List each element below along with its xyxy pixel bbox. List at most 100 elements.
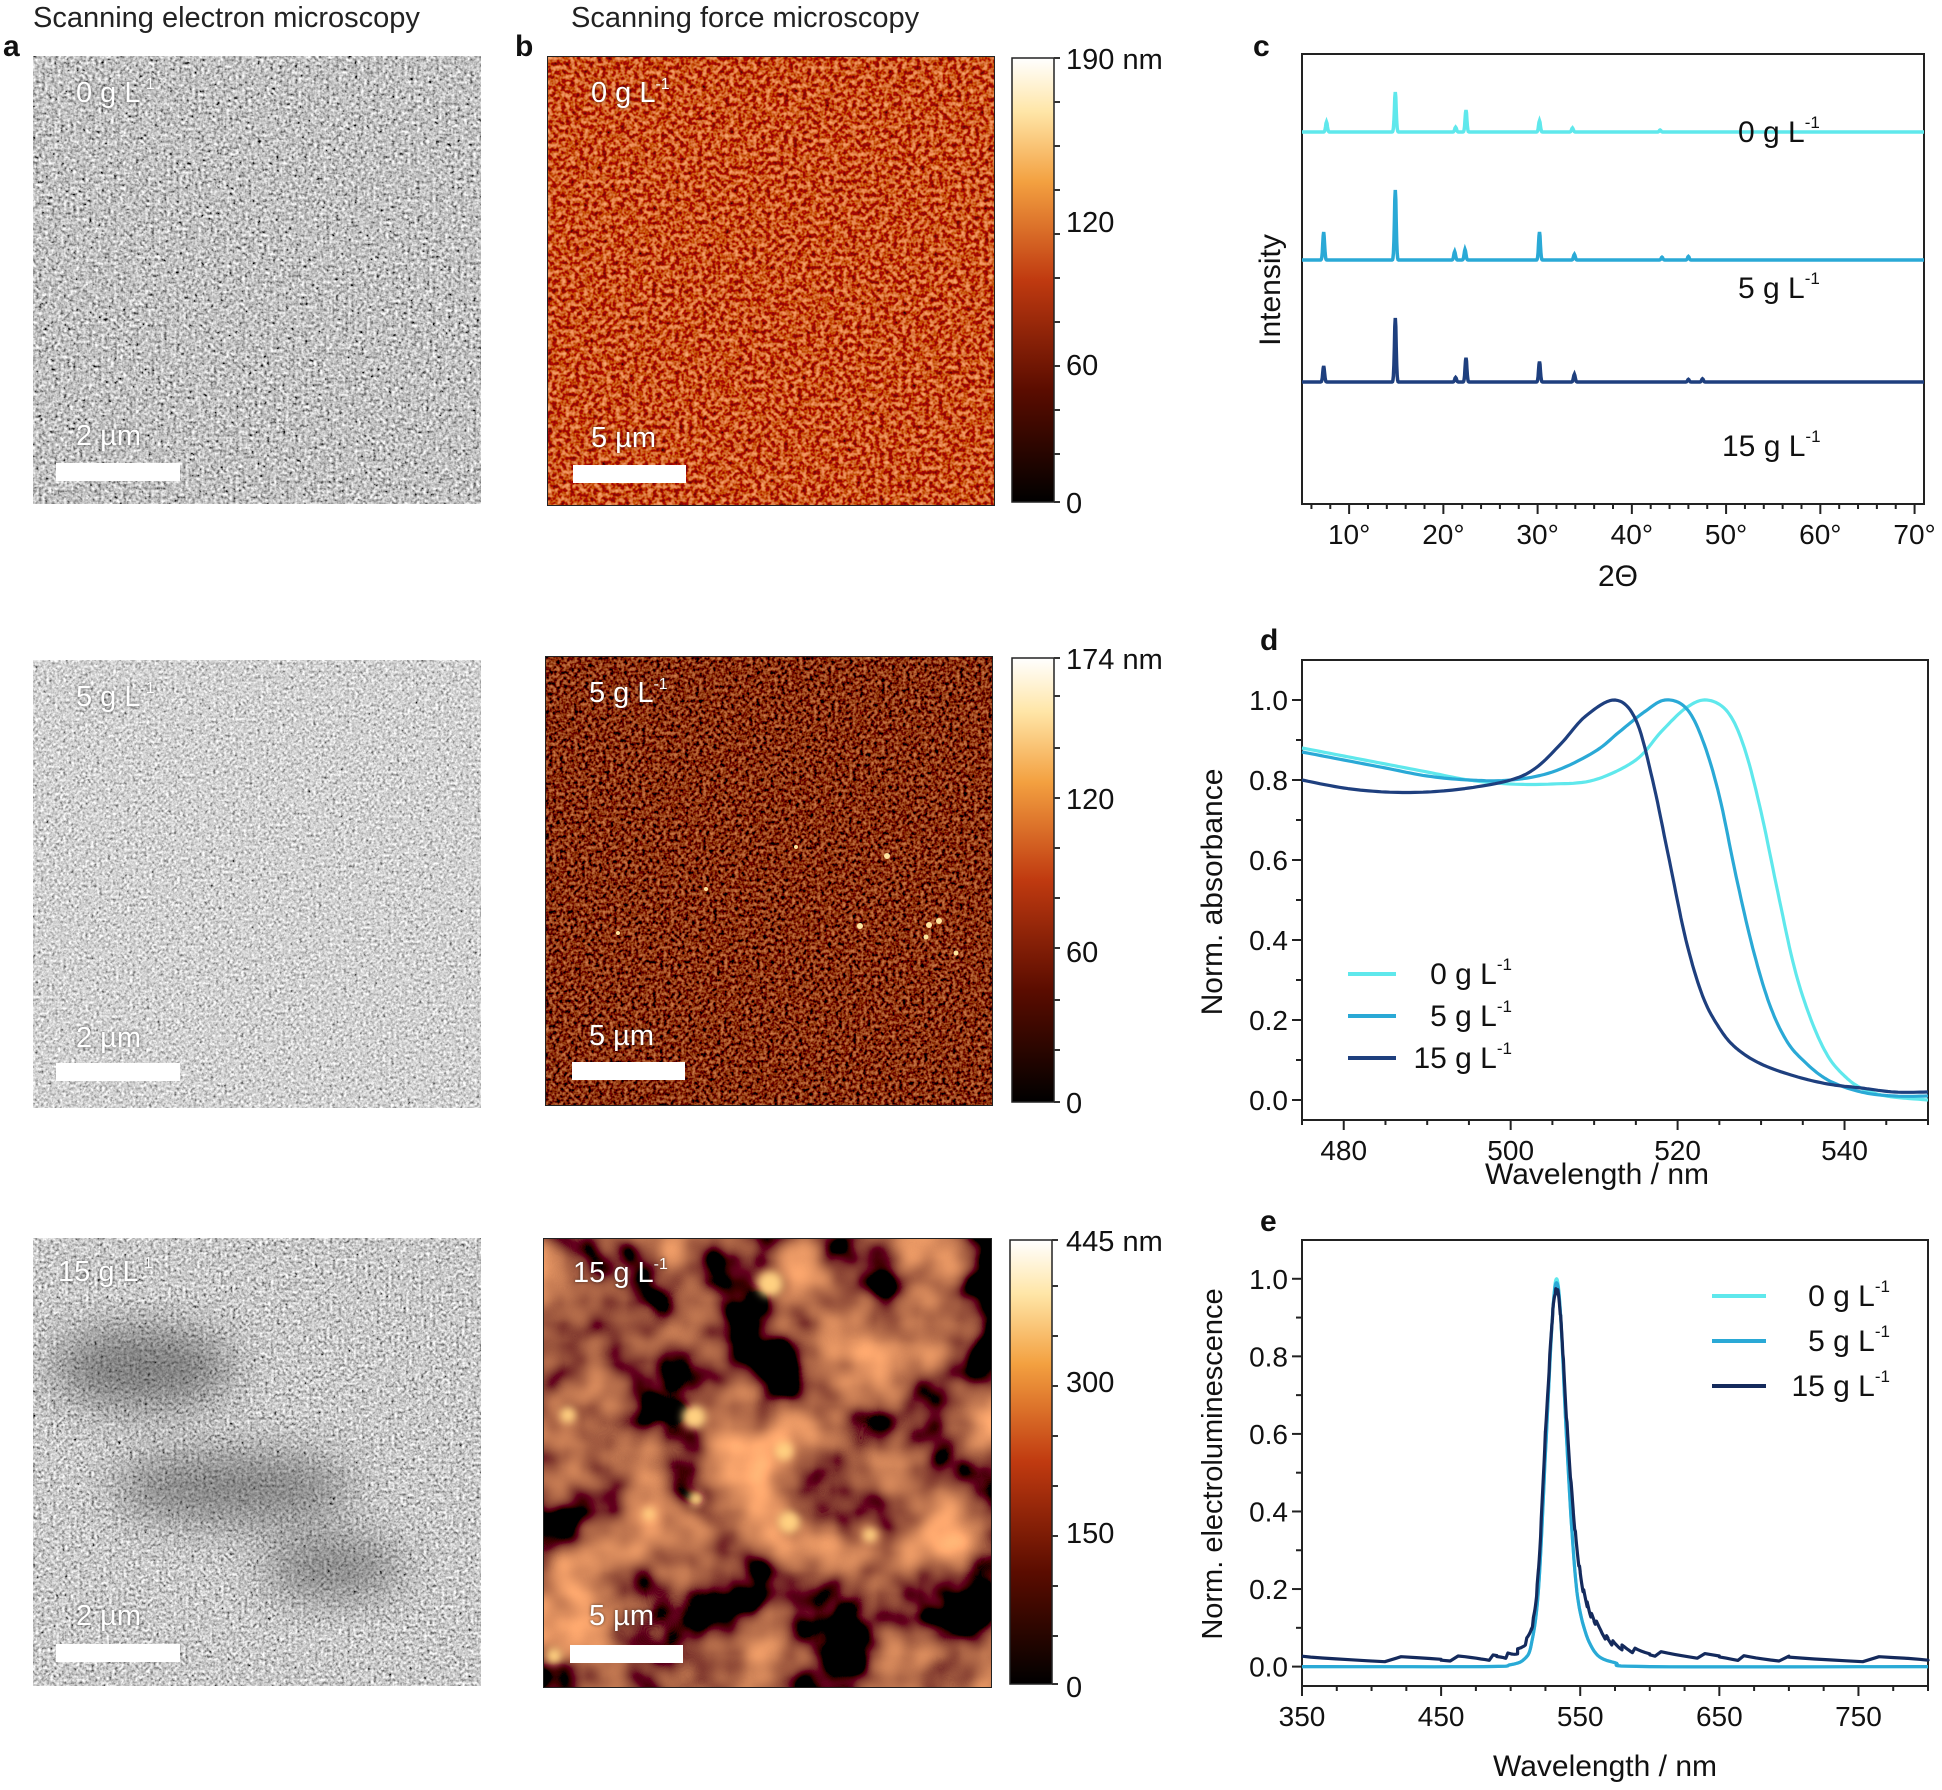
y-tick-label: 1.0 <box>1249 1264 1288 1295</box>
xrd-series-line <box>1302 189 1924 262</box>
sfm-scale-bar-15 <box>570 1645 683 1663</box>
y-tick-label: 0.6 <box>1249 845 1288 876</box>
colorbar-0-tick: 120 <box>1066 207 1115 239</box>
sem-concentration-label-0: 0 g L-1 <box>76 76 155 109</box>
panel-letter-d: d <box>1260 624 1279 657</box>
legend-label: 15 g L-1 <box>1413 1039 1512 1075</box>
x-tick-label: 40° <box>1611 519 1653 550</box>
y-tick-label: 0.8 <box>1249 1341 1288 1372</box>
sfm-concentration-label-0: 0 g L-1 <box>591 76 670 109</box>
x-tick-label: 520 <box>1654 1135 1701 1166</box>
x-tick-label: 20° <box>1422 519 1464 550</box>
sem-concentration-label-15: 15 g L-1 <box>58 1255 153 1288</box>
colorbar-15 <box>1009 1239 1058 1685</box>
x-tick-label: 30° <box>1516 519 1558 550</box>
colorbar-0-max: 190 nm <box>1066 44 1163 76</box>
sfm-scale-label-0: 5 µm <box>591 422 657 454</box>
panel-letter-c: c <box>1253 30 1270 63</box>
panel-letter-b: b <box>515 30 534 63</box>
y-tick-label: 0.0 <box>1249 1085 1288 1116</box>
y-tick-label: 0.4 <box>1249 925 1288 956</box>
x-tick-label: 10° <box>1328 519 1370 550</box>
sem-scale-bar-15 <box>56 1644 180 1662</box>
sfm-image-5 <box>545 656 993 1106</box>
sfm-scale-bar-0 <box>573 465 686 483</box>
colorbar-15-tick: 0 <box>1066 1672 1083 1704</box>
electroluminescence-chart: 0.0 0.2 0.4 0.6 0.8 1.0 350 450 550 650 750 Norm. … <box>1197 1239 1930 1783</box>
y-tick-label: 0.8 <box>1249 765 1288 796</box>
x-axis-label: Wavelength / nm <box>1493 1750 1717 1783</box>
colorbar-15-tick: 150 <box>1066 1518 1115 1550</box>
sfm-scale-label-5: 5 µm <box>589 1020 655 1052</box>
absorbance-chart: 0.0 0.2 0.4 0.6 0.8 1.0 480 500 520 540 Norm. abs… <box>1196 659 1929 1191</box>
series-line <box>1302 1281 1928 1669</box>
sem-image-5 <box>33 660 481 1108</box>
sfm-image-0 <box>547 56 995 506</box>
x-tick-label: 550 <box>1557 1701 1604 1732</box>
panel-letter-a: a <box>3 30 20 63</box>
x-tick-label: 480 <box>1320 1135 1367 1166</box>
y-tick-label: 0.6 <box>1249 1419 1288 1450</box>
y-tick-label: 0.2 <box>1249 1005 1288 1036</box>
xrd-series-line <box>1302 91 1924 134</box>
x-tick-label: 50° <box>1705 519 1747 550</box>
series-line <box>1301 1287 1930 1664</box>
colorbar-15-tick: 300 <box>1066 1367 1115 1399</box>
sfm-concentration-label-5: 5 g L-1 <box>589 676 668 709</box>
sem-scale-label-0: 2 µm <box>76 420 142 452</box>
colorbar-5-max: 174 nm <box>1066 644 1163 676</box>
x-tick-label: 540 <box>1821 1135 1868 1166</box>
colorbar-5-tick: 0 <box>1066 1088 1083 1120</box>
x-tick-label: 750 <box>1835 1701 1882 1732</box>
colorbar-0-tick: 0 <box>1066 488 1083 520</box>
xrd-series-line <box>1302 317 1924 384</box>
y-tick-label: 1.0 <box>1249 685 1288 716</box>
sfm-scale-label-15: 5 µm <box>589 1600 655 1632</box>
colorbar-5-tick: 60 <box>1066 937 1099 969</box>
sem-scale-bar-5 <box>56 1063 180 1081</box>
y-tick-label: 0.0 <box>1249 1652 1288 1683</box>
legend-label: 15 g L-1 <box>1791 1367 1890 1403</box>
legend-label: 0 g L-1 <box>1808 1277 1890 1313</box>
x-tick-label: 650 <box>1696 1701 1743 1732</box>
sem-scale-label-15: 2 µm <box>76 1600 142 1632</box>
sfm-scale-bar-5 <box>572 1062 685 1080</box>
y-tick-label: 0.4 <box>1249 1496 1288 1527</box>
legend-label: 5 g L-1 <box>1808 1322 1890 1358</box>
sfm-header: Scanning force microscopy <box>571 2 920 34</box>
sem-scale-label-5: 2 µm <box>76 1022 142 1054</box>
colorbar-5-tick: 120 <box>1066 784 1115 816</box>
plot-frame <box>1301 659 1929 1121</box>
series-line <box>1301 698 1928 1094</box>
x-tick-label: 450 <box>1418 1701 1465 1732</box>
sfm-image-15 <box>543 1238 992 1688</box>
series-line <box>1301 698 1928 1098</box>
legend-label: 5 g L-1 <box>1430 997 1512 1033</box>
colorbar-5 <box>1011 657 1060 1103</box>
colorbar-15-max: 445 nm <box>1066 1226 1163 1258</box>
x-axis-label: Wavelength / nm <box>1485 1158 1709 1191</box>
series-label-0: 0 g L-1 <box>1738 113 1820 149</box>
xrd-chart: 10° 20° 30° 40° 50° 60° 70° Intensity 2Θ 0 g L… <box>1254 53 1936 593</box>
series-label-15: 15 g L-1 <box>1722 427 1821 463</box>
sem-image-15 <box>33 1238 481 1686</box>
colorbar-0 <box>1011 57 1060 503</box>
colorbar-0-tick: 60 <box>1066 350 1099 382</box>
series-label-5: 5 g L-1 <box>1738 269 1820 305</box>
sem-scale-bar-0 <box>56 463 180 481</box>
x-tick-label: 350 <box>1279 1701 1326 1732</box>
panel-letter-e: e <box>1260 1205 1277 1238</box>
x-tick-label: 70° <box>1893 519 1935 550</box>
sem-concentration-label-5: 5 g L-1 <box>76 680 155 713</box>
legend-label: 0 g L-1 <box>1430 955 1512 991</box>
x-tick-label: 60° <box>1799 519 1841 550</box>
y-tick-label: 0.2 <box>1249 1574 1288 1605</box>
sfm-concentration-label-15: 15 g L-1 <box>573 1256 668 1289</box>
sem-image-0 <box>33 56 481 504</box>
sem-header: Scanning electron microscopy <box>33 2 420 34</box>
y-axis-label: Norm. absorbance <box>1196 769 1229 1016</box>
x-tick-label: 500 <box>1487 1135 1534 1166</box>
series-line <box>1301 698 1929 1102</box>
y-axis-label: Intensity <box>1254 234 1287 346</box>
x-axis-label: 2Θ <box>1598 560 1638 593</box>
